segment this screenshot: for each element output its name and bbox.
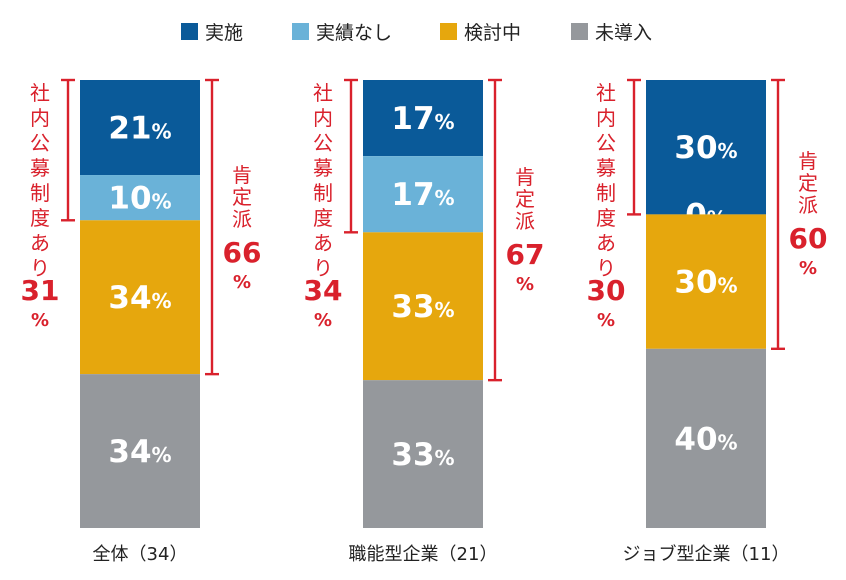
data-label-1-3: 33% bbox=[391, 437, 454, 473]
svg-text:公: 公 bbox=[30, 131, 50, 155]
svg-text:派: 派 bbox=[798, 193, 818, 217]
left-bracket-value-2: 30% bbox=[587, 274, 626, 331]
right-bracket-label-2: 肯定派 bbox=[798, 149, 818, 217]
svg-text:度: 度 bbox=[596, 206, 616, 230]
data-label-0-2: 34% bbox=[108, 280, 171, 316]
legend-swatch-2 bbox=[440, 23, 457, 40]
bar-segment-2-3 bbox=[646, 348, 766, 528]
legend-label-3: 未導入 bbox=[595, 22, 652, 44]
svg-text:度: 度 bbox=[30, 206, 50, 230]
right-bracket-label-0: 肯定派 bbox=[232, 163, 252, 231]
bar-segment-1-1 bbox=[363, 156, 483, 233]
left-bracket-2 bbox=[627, 78, 641, 216]
data-label-2-2: 30% bbox=[674, 265, 737, 301]
svg-text:公: 公 bbox=[596, 131, 616, 155]
category-label-1: 職能型企業（21） bbox=[349, 544, 498, 565]
data-label-0-3: 34% bbox=[108, 434, 171, 470]
svg-text:り: り bbox=[313, 256, 333, 280]
legend-label-1: 実績なし bbox=[316, 22, 392, 44]
svg-text:内: 内 bbox=[313, 106, 333, 130]
svg-text:肯: 肯 bbox=[798, 149, 818, 173]
legend-label-0: 実施 bbox=[205, 22, 243, 44]
svg-text:り: り bbox=[596, 256, 616, 280]
data-label-1-0: 17% bbox=[391, 101, 454, 137]
svg-text:募: 募 bbox=[596, 156, 616, 180]
svg-text:定: 定 bbox=[515, 187, 535, 211]
svg-text:定: 定 bbox=[232, 185, 252, 209]
data-label-2-0: 30% bbox=[674, 130, 737, 166]
svg-text:肯: 肯 bbox=[232, 163, 252, 187]
bar-segment-0-1 bbox=[80, 175, 200, 221]
right-bracket-1 bbox=[488, 78, 502, 382]
svg-text:内: 内 bbox=[596, 106, 616, 130]
svg-text:あ: あ bbox=[596, 231, 616, 255]
data-label-0-1: 10% bbox=[108, 181, 171, 217]
svg-text:公: 公 bbox=[313, 131, 333, 155]
svg-text:募: 募 bbox=[313, 156, 333, 180]
left-bracket-value-0: 31% bbox=[21, 274, 60, 331]
legend-swatch-1 bbox=[292, 23, 309, 40]
svg-text:派: 派 bbox=[515, 209, 535, 233]
svg-text:社: 社 bbox=[313, 81, 333, 105]
right-bracket-0 bbox=[205, 78, 219, 376]
legend-label-2: 検討中 bbox=[464, 22, 521, 44]
svg-text:募: 募 bbox=[30, 156, 50, 180]
bar-segment-1-0 bbox=[363, 80, 483, 157]
legend: 実施 実績なし 検討中 未導入 bbox=[181, 22, 652, 44]
right-bracket-value-0: 66% bbox=[223, 236, 262, 293]
svg-text:派: 派 bbox=[232, 207, 252, 231]
right-bracket-value-1: 67% bbox=[506, 238, 545, 295]
data-label-1-2: 33% bbox=[391, 289, 454, 325]
legend-swatch-0 bbox=[181, 23, 198, 40]
svg-text:り: り bbox=[30, 256, 50, 280]
svg-text:制: 制 bbox=[30, 181, 50, 205]
right-bracket-2 bbox=[771, 78, 785, 350]
right-bracket-label-1: 肯定派 bbox=[515, 165, 535, 233]
svg-text:肯: 肯 bbox=[515, 165, 535, 189]
bar-segment-0-0 bbox=[80, 80, 200, 176]
bar-segment-0-2 bbox=[80, 220, 200, 375]
category-label-2: ジョブ型企業（11） bbox=[623, 543, 790, 565]
bars: 21%10%34%34%17%17%33%33%30%0%30%40% bbox=[80, 80, 766, 528]
svg-text:制: 制 bbox=[596, 181, 616, 205]
right-bracket-value-2: 60% bbox=[789, 222, 828, 279]
legend-swatch-3 bbox=[571, 23, 588, 40]
bar-segment-2-2 bbox=[646, 214, 766, 349]
bar-segment-2-0 bbox=[646, 80, 766, 215]
left-bracket-value-1: 34% bbox=[304, 274, 343, 331]
svg-text:社: 社 bbox=[30, 81, 50, 105]
category-label-0: 全体（34） bbox=[93, 544, 188, 565]
left-bracket-1 bbox=[344, 78, 358, 234]
bar-segment-1-2 bbox=[363, 232, 483, 381]
left-bracket-0 bbox=[61, 78, 75, 222]
bar-segment-0-3 bbox=[80, 374, 200, 528]
category-labels: 全体（34） 職能型企業（21） ジョブ型企業（11） bbox=[93, 543, 790, 565]
svg-text:定: 定 bbox=[798, 171, 818, 195]
svg-text:あ: あ bbox=[30, 231, 50, 255]
svg-text:制: 制 bbox=[313, 181, 333, 205]
data-label-0-0: 21% bbox=[108, 111, 171, 147]
data-label-2-3: 40% bbox=[674, 421, 737, 457]
svg-text:度: 度 bbox=[313, 206, 333, 230]
bar-segment-1-3 bbox=[363, 380, 483, 528]
svg-text:内: 内 bbox=[30, 106, 50, 130]
data-label-1-1: 17% bbox=[391, 177, 454, 213]
svg-text:社: 社 bbox=[596, 81, 616, 105]
svg-text:あ: あ bbox=[313, 231, 333, 255]
